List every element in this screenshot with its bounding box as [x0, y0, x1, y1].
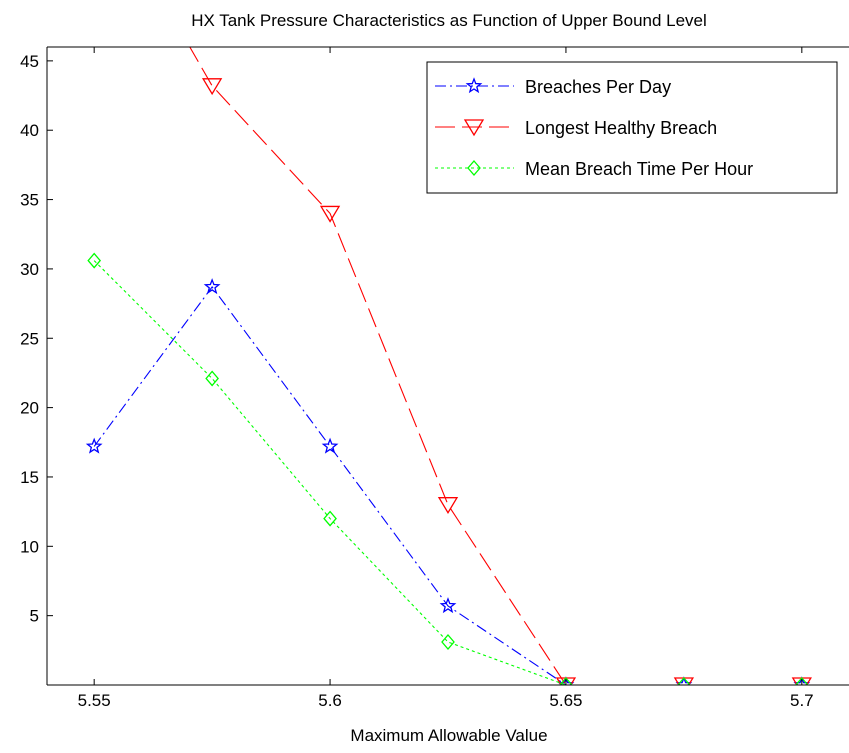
y-tick-label: 15 [20, 468, 39, 487]
y-tick-label: 5 [30, 607, 39, 626]
data-point [439, 597, 457, 614]
legend-label: Breaches Per Day [525, 77, 671, 97]
chart-title: HX Tank Pressure Characteristics as Func… [191, 11, 707, 30]
legend-item-longest-healthy-breach: Longest Healthy Breach [435, 118, 717, 138]
data-point [321, 437, 339, 454]
series-line [93, 286, 802, 685]
legend-item-breaches-per-day: Breaches Per Day [435, 77, 671, 97]
series-breaches-per-day [85, 278, 811, 685]
legend-swatch-marker [465, 77, 483, 94]
data-point [675, 676, 693, 685]
y-tick-label: 40 [20, 121, 39, 140]
x-axis-label: Maximum Allowable Value [350, 726, 547, 745]
y-tick-label: 10 [20, 537, 39, 556]
legend: Breaches Per Day Longest Healthy Breach Me… [426, 61, 838, 194]
data-point [85, 437, 103, 454]
legend-swatch-marker [467, 160, 481, 176]
data-point [557, 676, 575, 685]
data-point [201, 78, 223, 96]
y-tick-label: 25 [20, 329, 39, 348]
series-mean-breach-time-per-hour [87, 252, 809, 685]
data-point [793, 676, 811, 685]
data-point [87, 252, 102, 269]
y-tick-label: 30 [20, 260, 39, 279]
data-point [559, 677, 573, 685]
x-tick-label: 5.55 [78, 691, 111, 710]
x-tick-label: 5.7 [790, 691, 814, 710]
data-point [203, 278, 221, 295]
data-point [794, 677, 809, 685]
data-point [319, 205, 341, 223]
legend-label: Mean Breach Time Per Hour [525, 159, 753, 179]
data-point [323, 510, 337, 527]
y-tick-label: 20 [20, 399, 39, 418]
data-point [205, 370, 219, 387]
axes-layer: 5.55 5.6 5.65 5.7 5 10 15 20 25 30 35 40 45 [20, 46, 849, 710]
y-tick-label: 35 [20, 191, 39, 210]
series-layer [85, 47, 812, 685]
data-point [677, 677, 691, 685]
legend-item-mean-breach-time-per-hour: Mean Breach Time Per Hour [435, 159, 753, 179]
legend-label: Longest Healthy Breach [525, 118, 717, 138]
legend-swatch-marker [463, 119, 485, 137]
x-tick-label: 5.65 [549, 691, 582, 710]
data-point [437, 497, 459, 514]
y-tick-label: 45 [20, 52, 39, 71]
x-tick-label: 5.6 [318, 691, 342, 710]
data-point [441, 634, 455, 651]
